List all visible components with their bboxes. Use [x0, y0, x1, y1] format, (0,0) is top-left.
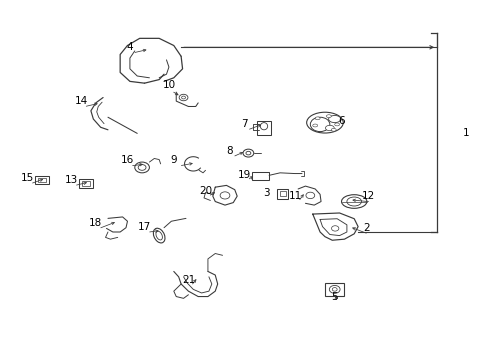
Text: 2: 2 [363, 224, 369, 233]
Text: 21: 21 [182, 275, 195, 285]
Ellipse shape [326, 115, 330, 118]
Ellipse shape [181, 96, 185, 99]
Ellipse shape [138, 165, 146, 170]
Bar [325, 283, 344, 296]
Bar [251, 172, 268, 180]
Bar [257, 121, 270, 135]
Ellipse shape [341, 195, 366, 208]
Text: 19: 19 [237, 170, 251, 180]
Text: 10: 10 [162, 80, 175, 90]
Text: 20: 20 [199, 186, 212, 196]
Ellipse shape [312, 124, 317, 127]
Bar [280, 191, 285, 197]
Ellipse shape [306, 112, 343, 133]
Bar [35, 176, 49, 184]
Ellipse shape [331, 288, 336, 291]
Ellipse shape [329, 285, 339, 293]
Text: 6: 6 [338, 116, 345, 126]
Bar [277, 189, 287, 199]
Ellipse shape [310, 117, 329, 132]
Ellipse shape [179, 94, 187, 101]
Text: 1: 1 [462, 129, 468, 138]
Bar [79, 179, 93, 188]
Ellipse shape [260, 123, 267, 130]
Text: 5: 5 [331, 292, 337, 302]
Text: 18: 18 [89, 218, 102, 228]
Ellipse shape [305, 192, 314, 199]
Ellipse shape [325, 125, 333, 131]
Text: 13: 13 [64, 175, 78, 185]
Text: 14: 14 [74, 96, 87, 106]
Ellipse shape [331, 226, 338, 231]
Bar [39, 178, 46, 182]
Ellipse shape [315, 117, 320, 120]
Text: 4: 4 [126, 42, 133, 52]
Ellipse shape [346, 197, 361, 206]
Ellipse shape [153, 228, 164, 243]
Ellipse shape [135, 162, 149, 173]
Ellipse shape [334, 123, 339, 126]
Ellipse shape [220, 192, 229, 199]
Text: 7: 7 [241, 120, 247, 129]
Ellipse shape [328, 116, 340, 123]
Text: 8: 8 [226, 146, 233, 156]
Text: 15: 15 [21, 173, 34, 183]
Bar [82, 181, 89, 186]
Text: 12: 12 [362, 191, 375, 201]
Text: 16: 16 [121, 155, 134, 165]
Ellipse shape [330, 129, 335, 131]
Ellipse shape [243, 149, 253, 157]
Text: 11: 11 [288, 191, 302, 201]
Text: 9: 9 [170, 155, 177, 165]
Text: 17: 17 [138, 222, 151, 231]
Ellipse shape [245, 151, 250, 155]
Text: 3: 3 [263, 188, 269, 198]
